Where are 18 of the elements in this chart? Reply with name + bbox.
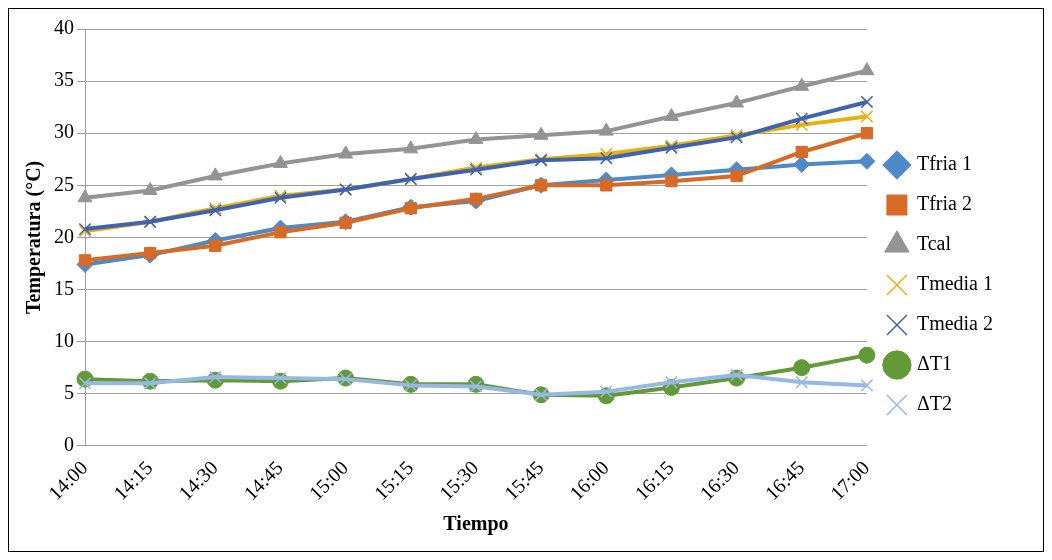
y-tick-label: 0 (64, 433, 74, 456)
legend-label: Tmedia 1 (916, 272, 994, 295)
y-tick-label: 5 (64, 380, 74, 403)
legend-label: Tfria 2 (916, 192, 972, 215)
legend-label: Tcal (916, 232, 952, 255)
y-tick-label: 25 (54, 172, 74, 195)
y-tick-label: 35 (54, 68, 74, 91)
legend-label: Tfria 1 (916, 152, 972, 175)
x-axis-title: Tiempo (443, 512, 509, 536)
legend-label: Tmedia 2 (916, 312, 994, 335)
y-tick-label: 10 (54, 328, 74, 351)
y-tick-label: 40 (54, 16, 74, 39)
legend-label: ΔT2 (916, 392, 952, 415)
y-axis-title: Temperatura (°C) (22, 160, 46, 315)
y-tick-label: 20 (54, 224, 74, 247)
legend-label: ΔT1 (916, 352, 952, 375)
y-tick-label: 30 (54, 120, 74, 143)
y-tick-label: 15 (54, 276, 74, 299)
